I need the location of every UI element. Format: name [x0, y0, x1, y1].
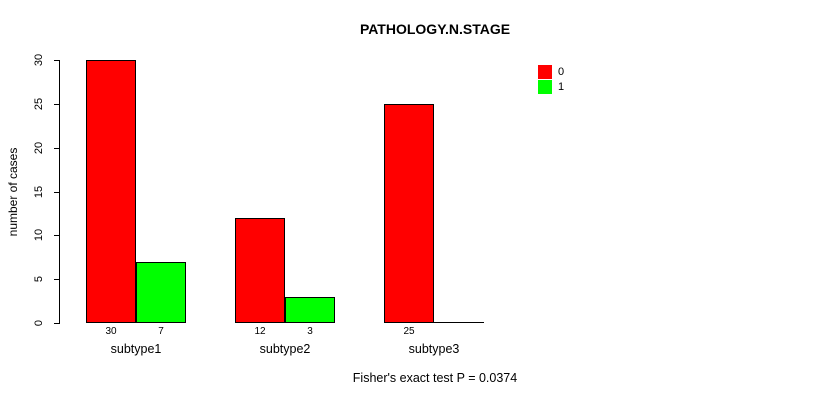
- y-axis-tick: [54, 60, 60, 61]
- footnote-pvalue: Fisher's exact test P = 0.0374: [352, 371, 518, 385]
- y-axis-label: number of cases: [6, 147, 20, 237]
- bar-value-label: 25: [403, 326, 415, 337]
- legend-entry-1: 1: [538, 79, 564, 94]
- y-axis-tick: [54, 323, 60, 324]
- legend-swatch: [538, 79, 552, 94]
- x-category-label-subtype3: subtype3: [408, 342, 460, 356]
- y-axis-tick: [54, 104, 60, 105]
- y-axis-tick-label: 10: [33, 228, 45, 242]
- bar-subtype1-series-0: [86, 60, 136, 323]
- bar-subtype2-series-0: [235, 218, 285, 323]
- y-axis-tick-label: 15: [33, 185, 45, 199]
- x-category-label-subtype1: subtype1: [110, 342, 162, 356]
- legend-label: 1: [558, 80, 565, 93]
- bar-subtype3-series-1-zero: [434, 322, 484, 323]
- y-axis-tick-label: 25: [33, 97, 45, 111]
- bar-value-label: 3: [307, 326, 313, 337]
- y-axis-tick-label: 20: [33, 141, 45, 155]
- y-axis-tick-label: 0: [33, 319, 45, 327]
- y-axis-tick-label: 30: [33, 53, 45, 67]
- bar-value-label: 12: [254, 326, 266, 337]
- y-axis-tick-label: 5: [33, 275, 45, 283]
- chart-title: PATHOLOGY.N.STAGE: [359, 21, 511, 37]
- bar-value-label: 30: [105, 326, 117, 337]
- y-axis-tick: [54, 279, 60, 280]
- y-axis-tick: [54, 192, 60, 193]
- legend-swatch: [538, 64, 552, 79]
- legend-entry-0: 0: [538, 64, 564, 79]
- legend-label: 0: [558, 65, 565, 78]
- bar-subtype3-series-0: [384, 104, 434, 323]
- y-axis-tick: [54, 148, 60, 149]
- bar-subtype2-series-1: [285, 297, 335, 323]
- bar-value-label: 7: [158, 326, 164, 337]
- y-axis-tick: [54, 235, 60, 236]
- x-category-label-subtype2: subtype2: [259, 342, 311, 356]
- bar-subtype1-series-1: [136, 262, 186, 323]
